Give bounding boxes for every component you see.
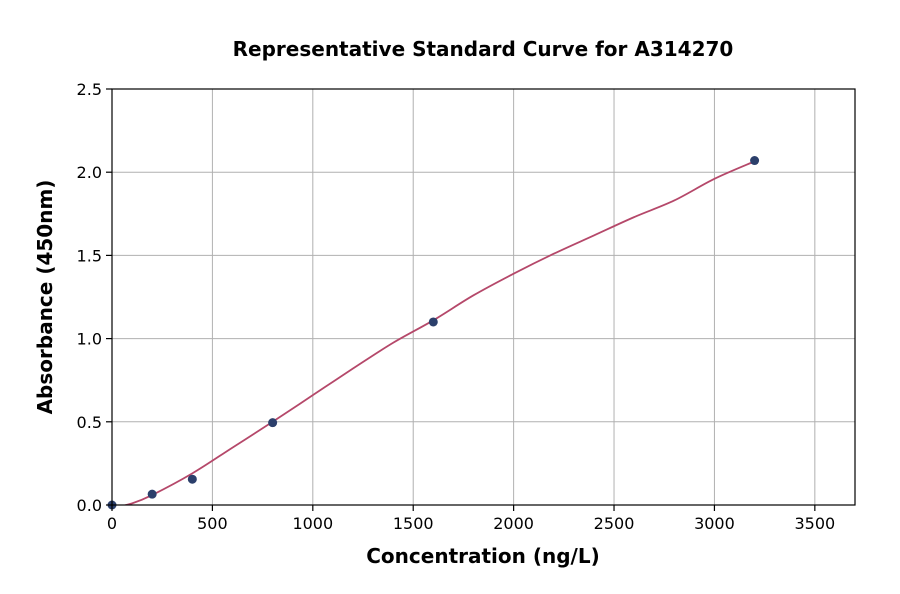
y-tick-label: 1.0 [77, 330, 102, 349]
data-point [750, 156, 760, 166]
x-tick-label: 2500 [594, 514, 635, 533]
data-point [268, 418, 278, 428]
fit-curve-layer [122, 160, 755, 505]
y-tick-label: 2.0 [77, 163, 102, 182]
plot-frame [111, 88, 856, 506]
y-tick-label: 1.5 [77, 246, 102, 265]
x-tick-label: 1000 [292, 514, 333, 533]
x-tick-label: 500 [197, 514, 228, 533]
y-axis-ticks: 0.0 0.5 1.0 1.5 2.0 2.5 [77, 80, 112, 515]
y-tick-label: 0.0 [77, 496, 102, 515]
y-tick-label: 2.5 [77, 80, 102, 99]
data-point [187, 474, 197, 484]
x-tick-label: 1500 [393, 514, 434, 533]
data-point [428, 317, 438, 327]
x-axis-label: Concentration (ng/L) [366, 544, 599, 568]
x-tick-label: 0 [107, 514, 117, 533]
y-axis-label: Absorbance (450nm) [33, 180, 57, 415]
grid-lines [111, 88, 855, 506]
fit-curve-line [122, 160, 755, 505]
x-tick-label: 2000 [493, 514, 534, 533]
x-axis-ticks: 0 500 1000 1500 2000 2500 3000 3500 [107, 505, 835, 533]
y-tick-label: 0.5 [77, 413, 102, 432]
data-point [147, 489, 157, 499]
x-tick-label: 3000 [694, 514, 735, 533]
chart-title: Representative Standard Curve for A31427… [233, 37, 734, 61]
data-points-layer [107, 156, 760, 510]
x-tick-label: 3500 [794, 514, 835, 533]
